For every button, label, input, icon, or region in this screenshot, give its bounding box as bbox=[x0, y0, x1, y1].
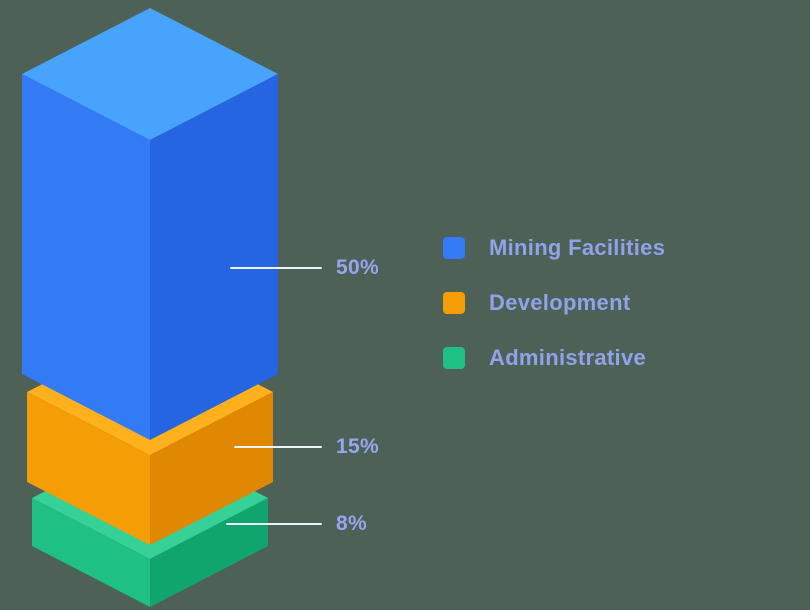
bar-administrative-left-face bbox=[32, 498, 150, 607]
legend-swatch-development bbox=[443, 292, 465, 314]
callout-administrative: 8% bbox=[226, 512, 367, 536]
bar-mining-facilities-right-face bbox=[150, 74, 278, 440]
legend-item-administrative: Administrative bbox=[443, 343, 665, 373]
bar-administrative-right-face bbox=[150, 498, 268, 607]
leader-line bbox=[234, 446, 322, 448]
leader-line bbox=[226, 523, 322, 525]
legend-item-development: Development bbox=[443, 288, 665, 318]
bar-development-left-face bbox=[27, 392, 150, 545]
legend: Mining Facilities Development Administra… bbox=[443, 233, 665, 398]
legend-label-development: Development bbox=[489, 290, 631, 315]
bar-mining-facilities-left-face bbox=[22, 74, 150, 440]
value-label-development: 15% bbox=[336, 435, 379, 458]
value-label-mining-facilities: 50% bbox=[336, 256, 379, 279]
legend-swatch-mining-facilities bbox=[443, 237, 465, 259]
bar-development-right-face bbox=[150, 392, 273, 545]
legend-label-administrative: Administrative bbox=[489, 345, 647, 370]
leader-line bbox=[230, 267, 322, 269]
legend-label-mining-facilities: Mining Facilities bbox=[489, 235, 666, 260]
legend-item-mining-facilities: Mining Facilities bbox=[443, 233, 665, 263]
callout-mining-facilities: 50% bbox=[230, 256, 379, 280]
callout-development: 15% bbox=[234, 435, 379, 459]
value-label-administrative: 8% bbox=[336, 512, 367, 535]
legend-swatch-administrative bbox=[443, 347, 465, 369]
